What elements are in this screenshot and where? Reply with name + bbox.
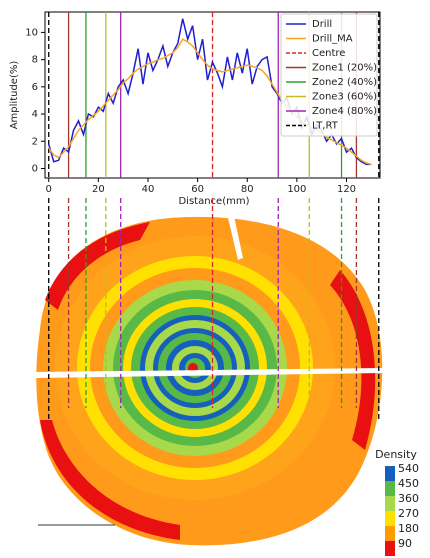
legend-label: Drill_MA bbox=[312, 34, 353, 45]
colorbar-label: 540 bbox=[398, 462, 419, 475]
colorbar-label: 450 bbox=[398, 477, 419, 490]
colorbar-swatch bbox=[385, 496, 395, 511]
x-tick-label: 60 bbox=[191, 184, 204, 195]
legend-label: Centre bbox=[312, 48, 345, 59]
x-tick-label: 0 bbox=[46, 184, 52, 195]
colorbar-label: 180 bbox=[398, 522, 419, 535]
legend-label: Zone4 (80%) bbox=[312, 106, 377, 117]
colorbar-swatch bbox=[385, 481, 395, 496]
y-tick-label: 2 bbox=[32, 136, 38, 147]
colorbar-swatch bbox=[385, 541, 395, 556]
colorbar-swatch bbox=[385, 466, 395, 481]
y-tick-label: 0 bbox=[32, 163, 38, 174]
y-tick-label: 4 bbox=[32, 109, 38, 120]
colorbar-title: Density bbox=[375, 448, 417, 461]
y-tick-label: 6 bbox=[32, 82, 38, 93]
x-tick-label: 80 bbox=[241, 184, 254, 195]
wood-disc bbox=[35, 216, 385, 545]
colorbar-label: 270 bbox=[398, 507, 419, 520]
legend-label: Zone3 (60%) bbox=[312, 92, 377, 103]
y-axis-label: Amplitude(%) bbox=[9, 61, 20, 130]
colorbar-swatch bbox=[385, 511, 395, 526]
colorbar-label: 360 bbox=[398, 492, 419, 505]
legend-label: Zone1 (20%) bbox=[312, 63, 377, 74]
x-tick-label: 120 bbox=[337, 184, 356, 195]
legend-label: LT,RT bbox=[312, 121, 339, 132]
x-tick-label: 100 bbox=[287, 184, 306, 195]
x-tick-label: 40 bbox=[142, 184, 155, 195]
colorbar-label: 90 bbox=[398, 537, 412, 550]
x-axis-label: Distance(mm) bbox=[178, 196, 249, 207]
figure: Distance(mm) Amplitude(%) Density 020406… bbox=[0, 0, 430, 558]
y-tick-label: 8 bbox=[32, 55, 38, 66]
legend-box bbox=[281, 14, 377, 136]
x-tick-label: 20 bbox=[92, 184, 105, 195]
colorbar-swatch bbox=[385, 526, 395, 541]
legend-label: Zone2 (40%) bbox=[312, 77, 377, 88]
legend-label: Drill bbox=[312, 19, 332, 30]
y-tick-label: 10 bbox=[25, 27, 38, 38]
